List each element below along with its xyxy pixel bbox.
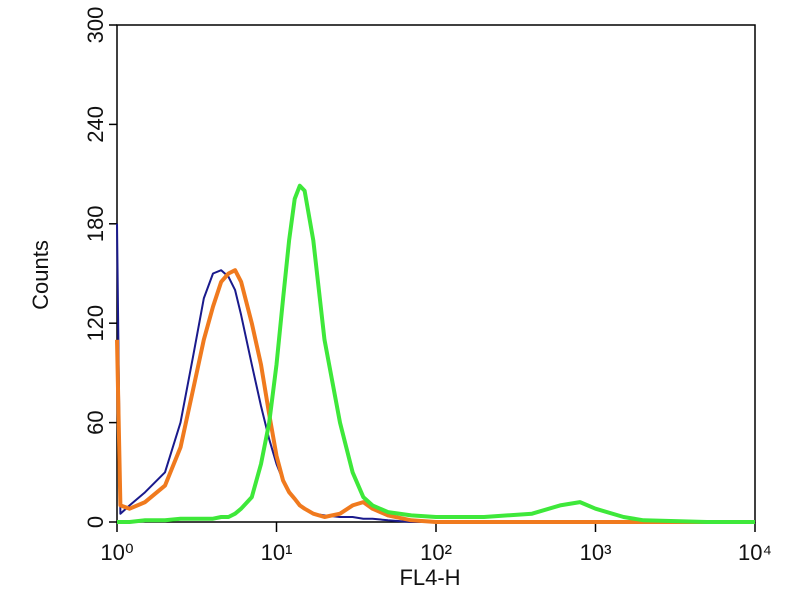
x-tick-label: 10⁰: [100, 540, 133, 565]
y-axis-label: Counts: [28, 240, 53, 310]
y-tick-label: 120: [83, 305, 108, 342]
x-axis-label: FL4-H: [399, 565, 460, 590]
y-tick-label: 180: [83, 205, 108, 242]
x-tick-label: 10²: [420, 540, 452, 565]
y-tick-label: 0: [83, 516, 108, 528]
series-line: [116, 223, 755, 523]
x-tick-label: 10³: [580, 540, 612, 565]
series-line: [117, 183, 755, 524]
x-tick-label: 10¹: [261, 540, 293, 565]
series-line: [115, 268, 755, 524]
y-tick-label: 300: [83, 7, 108, 44]
y-tick-label: 60: [83, 410, 108, 434]
y-tick-label: 240: [83, 106, 108, 143]
x-tick-label: 10⁴: [738, 540, 772, 565]
